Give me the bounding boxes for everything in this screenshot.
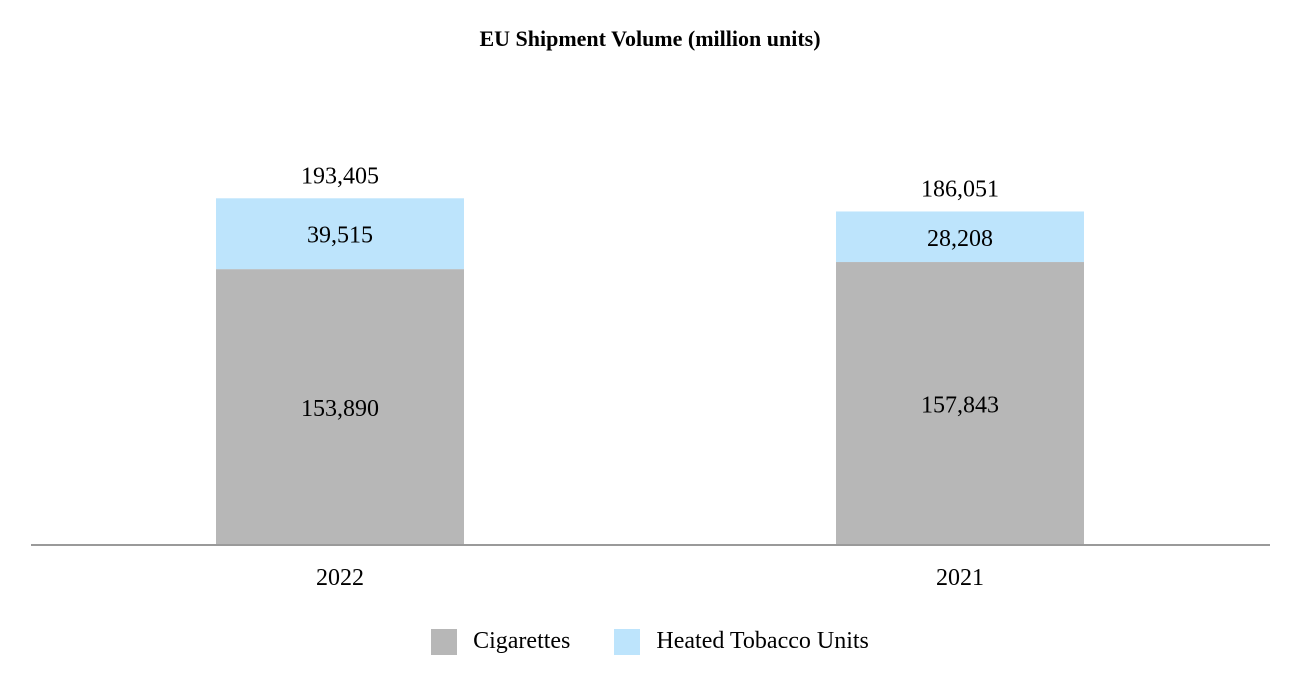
data-label-cigarettes-2021: 157,843	[921, 393, 999, 419]
x-tick-label-2021: 2021	[936, 565, 984, 591]
legend-swatch-heated-tobacco-units	[614, 628, 641, 655]
bar-heated-tobacco-units-2021	[836, 211, 1084, 263]
x-tick-label-2022: 2022	[316, 565, 364, 591]
legend: Cigarettes Heated Tobacco Units	[0, 628, 1300, 655]
data-label-cigarettes-2022: 153,890	[301, 396, 379, 422]
total-label-2022: 193,405	[301, 163, 379, 189]
legend-item-heated-tobacco-units: Heated Tobacco Units	[614, 628, 869, 655]
data-label-heated-tobacco-units-2021: 28,208	[927, 226, 993, 252]
chart-title: EU Shipment Volume (million units)	[479, 26, 821, 51]
data-label-heated-tobacco-units-2022: 39,515	[307, 223, 373, 249]
legend-item-cigarettes: Cigarettes	[431, 628, 570, 655]
legend-label-cigarettes: Cigarettes	[473, 628, 571, 654]
bar-cigarettes-2022	[216, 269, 464, 545]
bar-cigarettes-2021	[836, 262, 1084, 545]
bar-heated-tobacco-units-2022	[216, 198, 464, 270]
legend-label-heated-tobacco-units: Heated Tobacco Units	[656, 628, 869, 654]
total-label-2021: 186,051	[921, 176, 999, 202]
legend-swatch-cigarettes	[431, 628, 458, 655]
